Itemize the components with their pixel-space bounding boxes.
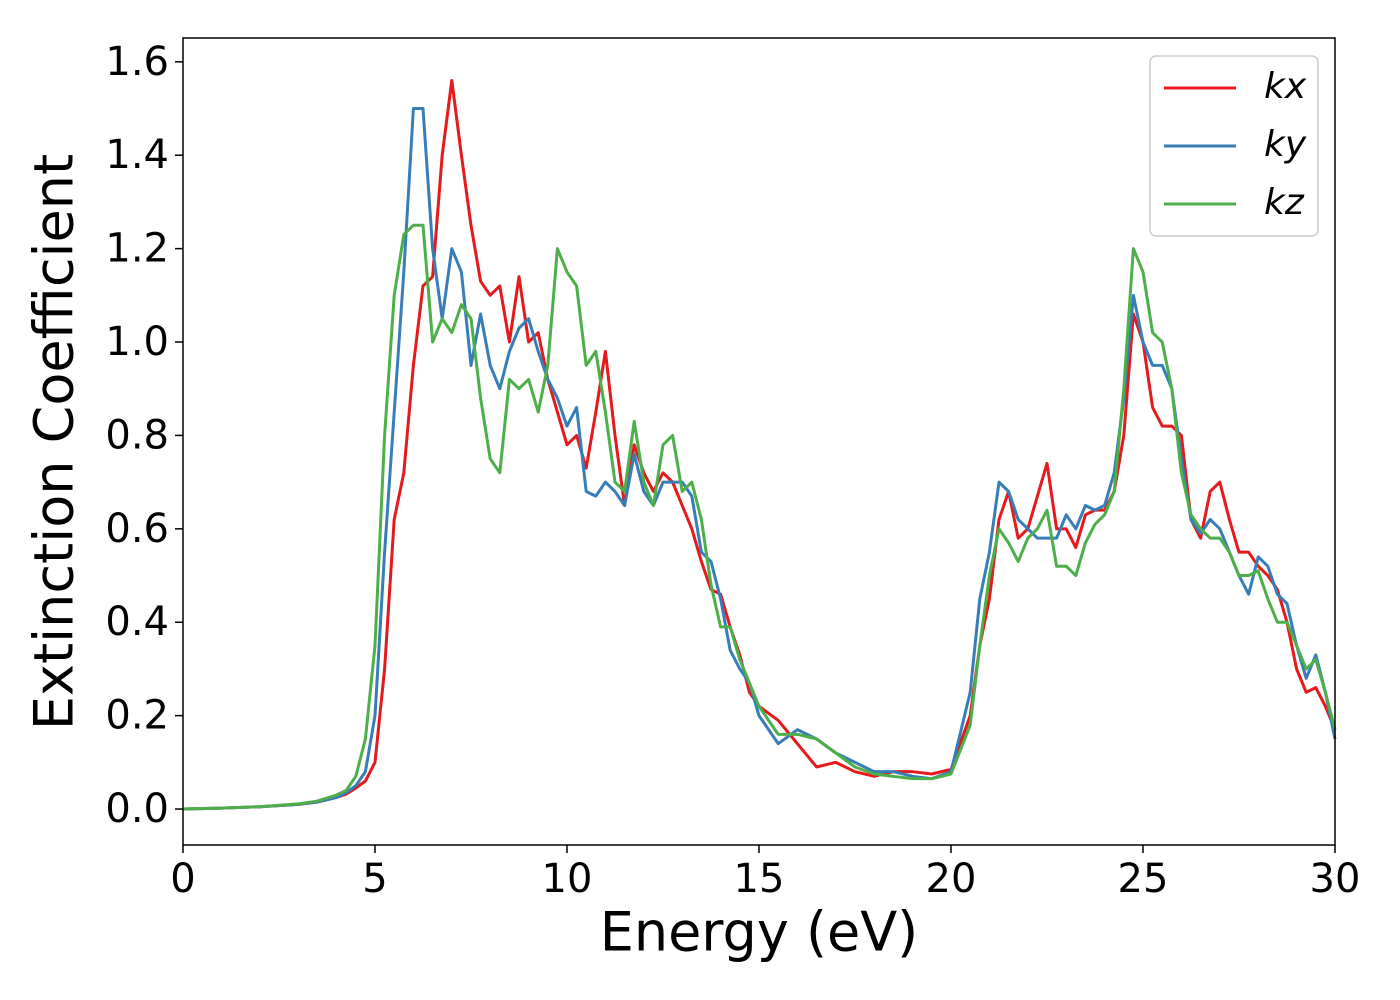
x-tick-label: 0 xyxy=(170,856,195,902)
x-tick-label: 5 xyxy=(362,856,387,902)
x-tick-label: 15 xyxy=(734,856,785,902)
y-tick-label: 0.4 xyxy=(105,599,169,645)
y-tick-label: 1.2 xyxy=(105,226,169,272)
y-tick-label: 0.0 xyxy=(105,786,169,832)
y-tick-label: 0.8 xyxy=(105,412,169,458)
x-tick-label: 30 xyxy=(1310,856,1361,902)
y-tick-label: 1.6 xyxy=(105,39,169,85)
x-tick-label: 10 xyxy=(542,856,593,902)
legend-label: kx xyxy=(1264,66,1307,107)
x-tick-label: 20 xyxy=(926,856,977,902)
y-axis-label: Extinction Coefficient xyxy=(23,154,86,730)
y-tick-label: 1.4 xyxy=(105,132,169,178)
y-tick-label: 0.6 xyxy=(105,506,169,552)
x-tick-label: 25 xyxy=(1118,856,1169,902)
plot-frame xyxy=(182,37,1336,846)
x-axis-label: Energy (eV) xyxy=(600,901,919,964)
y-tick-label: 0.2 xyxy=(105,693,169,739)
series-line xyxy=(182,223,1337,811)
legend-label: kz xyxy=(1264,182,1305,223)
y-tick-label: 1.0 xyxy=(105,319,169,365)
legend-label: ky xyxy=(1264,124,1307,165)
